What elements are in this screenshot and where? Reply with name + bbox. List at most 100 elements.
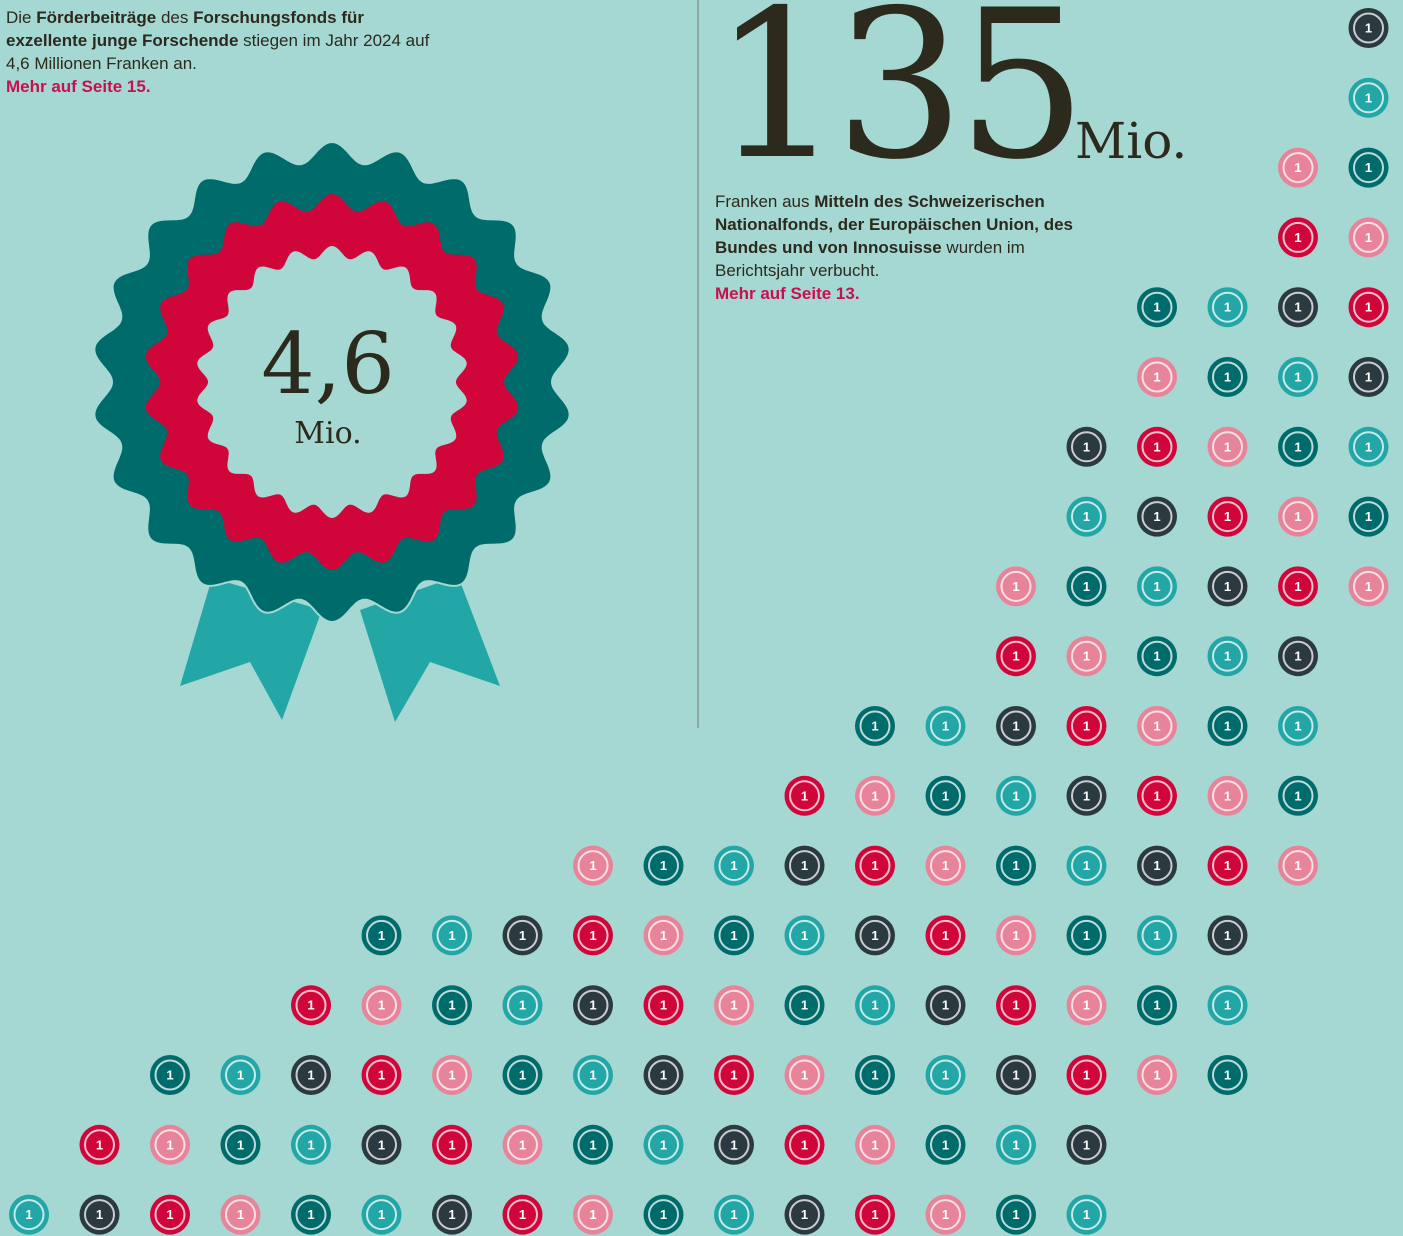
coin-label: 1 bbox=[1083, 579, 1090, 594]
coin-label: 1 bbox=[1083, 1137, 1090, 1152]
coin: 1 bbox=[1137, 636, 1177, 676]
coin-label: 1 bbox=[166, 1068, 173, 1083]
coin-label: 1 bbox=[942, 928, 949, 943]
coin: 1 bbox=[1278, 566, 1318, 606]
coin-label: 1 bbox=[96, 1137, 103, 1152]
coin-label: 1 bbox=[1294, 509, 1301, 524]
coin: 1 bbox=[1208, 287, 1248, 327]
coin: 1 bbox=[1067, 1125, 1107, 1165]
rosette-amount: 4,6 bbox=[261, 315, 395, 413]
coin-label: 1 bbox=[589, 1068, 596, 1083]
coin-label: 1 bbox=[519, 928, 526, 943]
coin-label: 1 bbox=[1365, 230, 1372, 245]
coin-label: 1 bbox=[730, 1137, 737, 1152]
coin: 1 bbox=[362, 985, 402, 1025]
coin: 1 bbox=[1137, 776, 1177, 816]
coin: 1 bbox=[996, 915, 1036, 955]
coin-label: 1 bbox=[96, 1207, 103, 1222]
coin-label: 1 bbox=[871, 1137, 878, 1152]
coin-label: 1 bbox=[519, 1207, 526, 1222]
coin-label: 1 bbox=[1294, 719, 1301, 734]
coin-label: 1 bbox=[1153, 788, 1160, 803]
coin: 1 bbox=[1137, 915, 1177, 955]
coin: 1 bbox=[785, 776, 825, 816]
coin: 1 bbox=[503, 1055, 543, 1095]
coin: 1 bbox=[1067, 776, 1107, 816]
coin-label: 1 bbox=[1224, 579, 1231, 594]
coin-label: 1 bbox=[871, 998, 878, 1013]
coin-label: 1 bbox=[448, 1068, 455, 1083]
coin-label: 1 bbox=[942, 998, 949, 1013]
coin: 1 bbox=[1208, 1055, 1248, 1095]
coin-label: 1 bbox=[1153, 1068, 1160, 1083]
coin-label: 1 bbox=[237, 1068, 244, 1083]
link[interactable]: Mehr auf Seite 15. bbox=[6, 75, 431, 98]
coin-label: 1 bbox=[589, 928, 596, 943]
coin-label: 1 bbox=[801, 928, 808, 943]
rosette-unit: Mio. bbox=[294, 416, 361, 451]
coin: 1 bbox=[573, 1195, 613, 1235]
coin: 1 bbox=[1067, 985, 1107, 1025]
coin: 1 bbox=[1067, 636, 1107, 676]
coin: 1 bbox=[503, 985, 543, 1025]
coin: 1 bbox=[80, 1125, 120, 1165]
coin-label: 1 bbox=[1224, 509, 1231, 524]
coin-label: 1 bbox=[1153, 370, 1160, 385]
coin: 1 bbox=[644, 915, 684, 955]
coin: 1 bbox=[1137, 357, 1177, 397]
coin: 1 bbox=[714, 915, 754, 955]
coin: 1 bbox=[432, 1055, 472, 1095]
coin: 1 bbox=[996, 985, 1036, 1025]
coin: 1 bbox=[573, 1125, 613, 1165]
coin-label: 1 bbox=[1012, 858, 1019, 873]
coin-label: 1 bbox=[1365, 509, 1372, 524]
coin-label: 1 bbox=[1083, 998, 1090, 1013]
coin: 1 bbox=[714, 1125, 754, 1165]
coin-label: 1 bbox=[307, 998, 314, 1013]
coin: 1 bbox=[996, 706, 1036, 746]
coin-label: 1 bbox=[378, 1207, 385, 1222]
coin: 1 bbox=[1208, 706, 1248, 746]
coin: 1 bbox=[644, 1125, 684, 1165]
coin-label: 1 bbox=[307, 1207, 314, 1222]
coin-label: 1 bbox=[730, 998, 737, 1013]
coin: 1 bbox=[432, 1195, 472, 1235]
coin: 1 bbox=[1137, 287, 1177, 327]
coin: 1 bbox=[926, 776, 966, 816]
coin: 1 bbox=[150, 1195, 190, 1235]
coin: 1 bbox=[785, 1195, 825, 1235]
coin: 1 bbox=[1137, 985, 1177, 1025]
coin-label: 1 bbox=[1294, 230, 1301, 245]
coin: 1 bbox=[1067, 1055, 1107, 1095]
coin-label: 1 bbox=[942, 1137, 949, 1152]
coin: 1 bbox=[1278, 357, 1318, 397]
coin: 1 bbox=[1278, 148, 1318, 188]
coin: 1 bbox=[996, 846, 1036, 886]
coin-label: 1 bbox=[1153, 928, 1160, 943]
text: Franken aus bbox=[715, 192, 814, 211]
coin: 1 bbox=[855, 915, 895, 955]
coin: 1 bbox=[855, 1125, 895, 1165]
coin: 1 bbox=[785, 1125, 825, 1165]
coin-label: 1 bbox=[1012, 788, 1019, 803]
coin-label: 1 bbox=[1224, 439, 1231, 454]
coin: 1 bbox=[1278, 846, 1318, 886]
coin: 1 bbox=[1067, 497, 1107, 537]
coin-label: 1 bbox=[448, 1137, 455, 1152]
coin: 1 bbox=[1208, 427, 1248, 467]
coin-label: 1 bbox=[307, 1068, 314, 1083]
coin: 1 bbox=[80, 1195, 120, 1235]
coin: 1 bbox=[926, 1055, 966, 1095]
coin-label: 1 bbox=[871, 719, 878, 734]
coin: 1 bbox=[1349, 8, 1389, 48]
coin-label: 1 bbox=[378, 998, 385, 1013]
coin-label: 1 bbox=[660, 928, 667, 943]
coin-label: 1 bbox=[237, 1207, 244, 1222]
coin-label: 1 bbox=[519, 1137, 526, 1152]
coin: 1 bbox=[785, 915, 825, 955]
coin-label: 1 bbox=[660, 1207, 667, 1222]
coin-label: 1 bbox=[1294, 858, 1301, 873]
coin-label: 1 bbox=[589, 1137, 596, 1152]
coin-label: 1 bbox=[942, 858, 949, 873]
link[interactable]: Mehr auf Seite 13. bbox=[715, 282, 1115, 305]
